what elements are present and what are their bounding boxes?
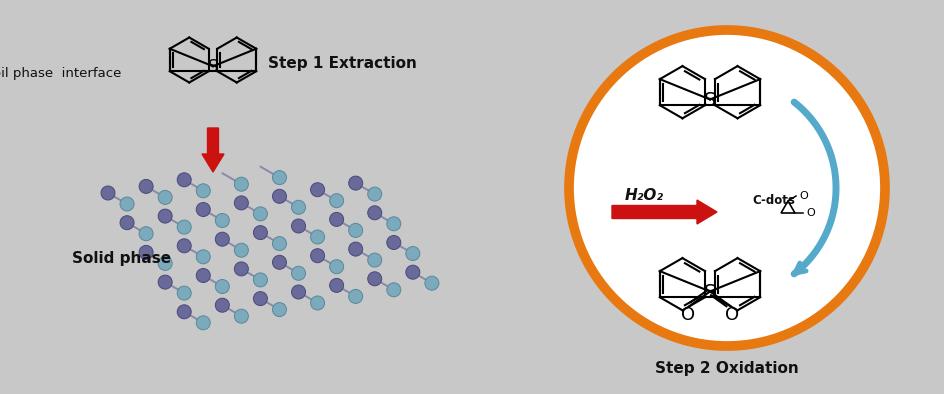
Text: H₂O₂: H₂O₂ [624, 188, 663, 203]
Circle shape [215, 298, 229, 312]
Text: C-dots: C-dots [751, 193, 794, 206]
Circle shape [348, 223, 362, 238]
Circle shape [177, 220, 191, 234]
Text: O: O [799, 191, 807, 201]
Circle shape [329, 260, 344, 274]
Circle shape [177, 173, 191, 187]
FancyArrow shape [202, 128, 224, 172]
Text: O: O [805, 208, 814, 218]
Circle shape [291, 200, 305, 214]
Circle shape [139, 227, 153, 241]
Circle shape [405, 265, 419, 279]
Circle shape [386, 236, 400, 249]
Circle shape [367, 272, 381, 286]
Circle shape [329, 212, 344, 227]
Circle shape [234, 196, 248, 210]
Circle shape [329, 279, 344, 292]
Circle shape [348, 290, 362, 303]
Circle shape [139, 179, 153, 193]
Circle shape [139, 245, 153, 259]
Circle shape [158, 256, 172, 270]
Circle shape [253, 207, 267, 221]
Circle shape [177, 239, 191, 253]
Circle shape [253, 273, 267, 287]
Circle shape [272, 189, 286, 203]
Circle shape [329, 194, 344, 208]
Text: O: O [680, 306, 694, 323]
Circle shape [367, 206, 381, 220]
Circle shape [272, 171, 286, 185]
Circle shape [215, 279, 229, 294]
Circle shape [311, 183, 324, 197]
Circle shape [177, 305, 191, 319]
Circle shape [311, 296, 324, 310]
Circle shape [272, 237, 286, 251]
Circle shape [101, 186, 115, 200]
Text: S: S [703, 283, 716, 302]
Circle shape [348, 176, 362, 190]
Circle shape [158, 209, 172, 223]
Circle shape [291, 285, 305, 299]
Circle shape [158, 275, 172, 289]
Circle shape [196, 250, 211, 264]
Text: S: S [703, 91, 716, 110]
Circle shape [177, 286, 191, 300]
Circle shape [425, 276, 438, 290]
Circle shape [120, 197, 134, 211]
Circle shape [120, 216, 134, 230]
Circle shape [234, 262, 248, 276]
Circle shape [386, 217, 400, 231]
Circle shape [291, 266, 305, 280]
Circle shape [196, 268, 211, 282]
Text: Solid phase: Solid phase [72, 251, 171, 266]
Text: Step 2 Oxidation: Step 2 Oxidation [654, 361, 798, 375]
Text: Step 1 Extraction: Step 1 Extraction [267, 56, 416, 71]
Circle shape [348, 242, 362, 256]
Circle shape [196, 203, 211, 216]
Circle shape [196, 184, 211, 198]
Circle shape [367, 253, 381, 267]
Circle shape [234, 309, 248, 323]
Circle shape [386, 283, 400, 297]
Circle shape [253, 292, 267, 306]
Circle shape [405, 247, 419, 260]
Circle shape [367, 187, 381, 201]
Circle shape [568, 30, 885, 346]
Circle shape [158, 190, 172, 204]
Text: oil phase  interface: oil phase interface [0, 67, 121, 80]
Circle shape [215, 214, 229, 227]
Circle shape [272, 303, 286, 317]
Circle shape [196, 316, 211, 330]
Text: O: O [724, 306, 738, 323]
Circle shape [291, 219, 305, 233]
FancyArrow shape [612, 200, 716, 224]
Circle shape [215, 232, 229, 246]
Circle shape [311, 230, 324, 244]
Circle shape [234, 177, 248, 191]
Circle shape [253, 226, 267, 240]
Circle shape [272, 255, 286, 269]
Circle shape [234, 243, 248, 257]
Circle shape [311, 249, 324, 263]
Text: S: S [208, 58, 218, 76]
